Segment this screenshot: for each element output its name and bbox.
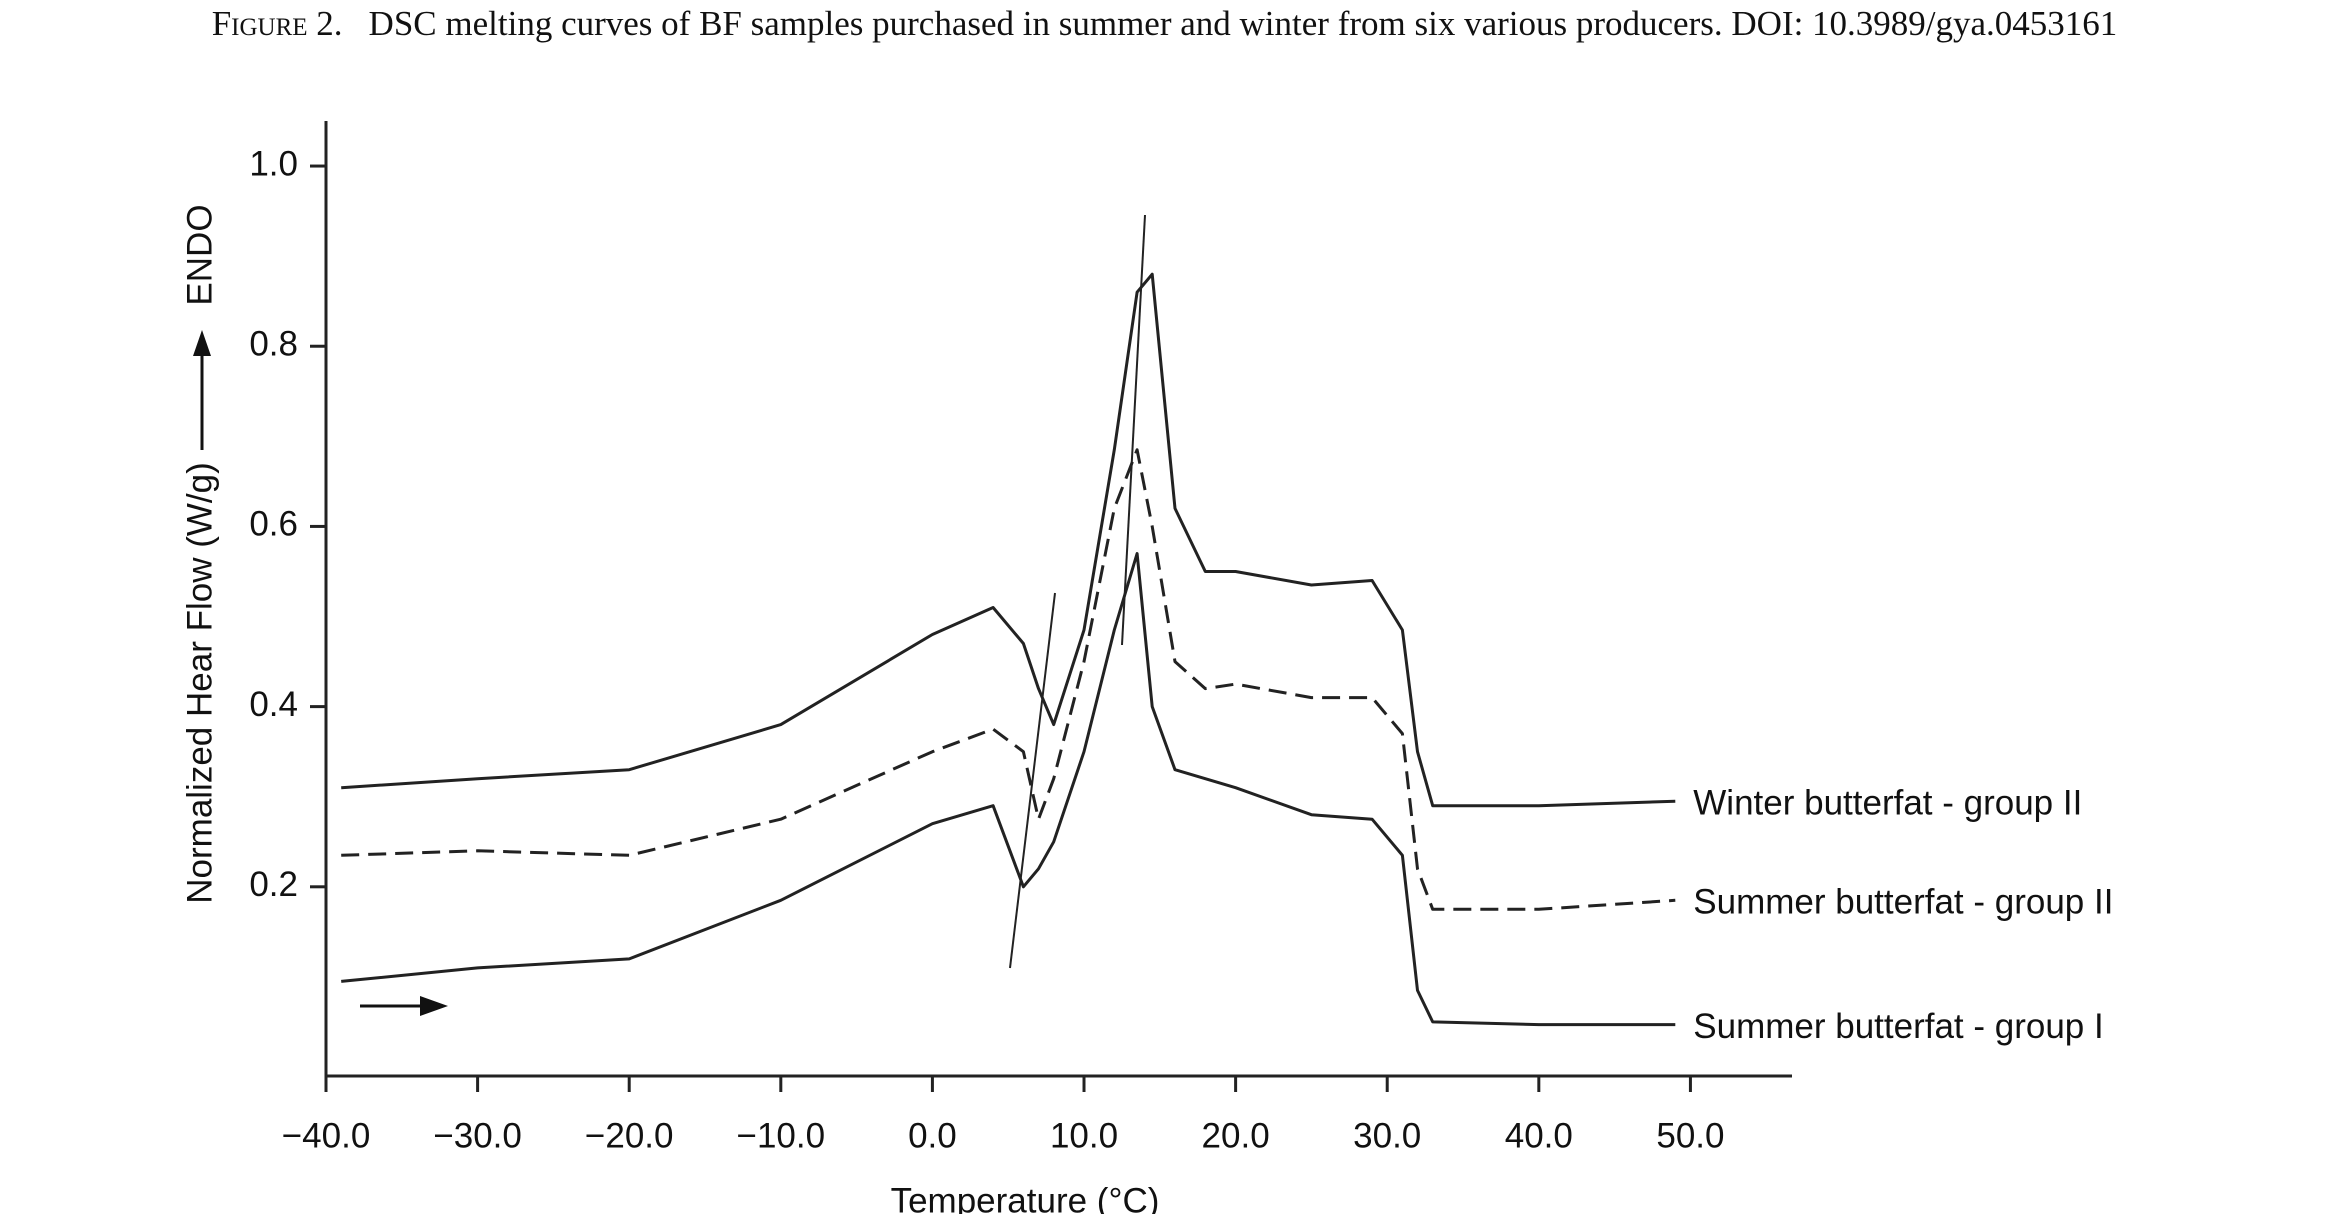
x-tick-label: 10.0	[1050, 1116, 1118, 1155]
x-tick-label: 0.0	[908, 1116, 957, 1155]
tangent-line	[1009, 592, 1056, 969]
y-tick-label: 0.4	[249, 685, 298, 724]
tangent-line	[1121, 214, 1146, 646]
x-tick-label: 50.0	[1656, 1116, 1724, 1155]
curve	[341, 272, 1676, 808]
scan-arrow-head	[420, 996, 448, 1016]
y-axis-label: Normalized Hear Flow (W/g)	[180, 462, 219, 903]
x-tick-label: −30.0	[433, 1116, 522, 1155]
y-tick-label: 0.8	[249, 324, 298, 363]
curve-label: Winter butterfat - group II	[1693, 783, 2082, 822]
curve-label: Summer butterfat - group II	[1693, 883, 2113, 922]
x-tick-label: 20.0	[1202, 1116, 1270, 1155]
caption: Figure 2. DSC melting curves of BF sample…	[60, 4, 2269, 44]
curve-label: Summer butterfat - group I	[1693, 1007, 2103, 1046]
y-axis-direction: ENDO	[180, 204, 219, 305]
y-tick-label: 0.6	[249, 505, 298, 544]
curve	[341, 552, 1676, 1027]
curve	[341, 448, 1676, 911]
x-tick-label: −10.0	[737, 1116, 826, 1155]
y-tick-label: 0.2	[249, 865, 298, 904]
endo-arrow-head	[193, 330, 211, 356]
chart-title: DSC melting curves of BF samples purchas…	[368, 4, 2118, 43]
x-tick-label: 30.0	[1353, 1116, 1421, 1155]
caption-label: Figure 2.	[211, 4, 343, 43]
x-axis-label: Temperature (°C)	[891, 1181, 1160, 1214]
x-tick-label: 40.0	[1505, 1116, 1573, 1155]
x-tick-label: −40.0	[282, 1116, 371, 1155]
x-tick-label: −20.0	[585, 1116, 674, 1155]
y-tick-label: 1.0	[249, 144, 298, 183]
